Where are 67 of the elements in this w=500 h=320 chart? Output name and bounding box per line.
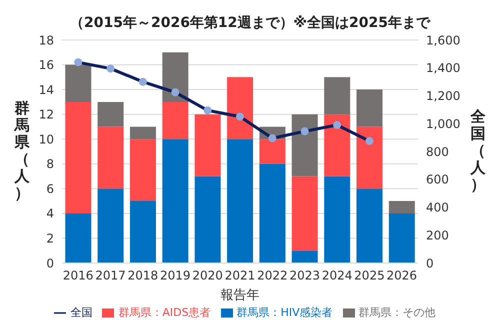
y2-tick-label: 600 <box>426 172 449 187</box>
y-tick-label: 14 <box>38 82 54 97</box>
bar <box>324 176 350 263</box>
bar <box>130 139 156 202</box>
bar <box>388 201 415 214</box>
y2-tick-label: 400 <box>426 200 449 215</box>
y2-tick-label: 1,000 <box>426 116 460 131</box>
legend-label: 群馬県：その他 <box>358 306 436 319</box>
x-tick-label: 2023 <box>289 268 320 283</box>
bar <box>130 201 156 263</box>
x-tick-label: 2016 <box>62 268 94 283</box>
y2-tick-label: 0 <box>426 256 434 270</box>
bar <box>162 139 188 263</box>
legend-label: 群馬県：AIDS患者 <box>118 306 211 319</box>
y2-axis-title: 全国（人） <box>470 108 486 194</box>
legend-label: 全国 <box>70 306 92 319</box>
bar <box>65 102 92 214</box>
bar <box>324 114 350 176</box>
y2-tick-label: 800 <box>426 144 449 159</box>
y-tick-label: 4 <box>46 206 54 221</box>
y2-tick-label: 1,200 <box>426 89 460 104</box>
bar <box>162 52 188 102</box>
bar <box>292 176 318 251</box>
bar <box>65 64 92 102</box>
bar <box>194 176 221 263</box>
bar <box>292 114 318 176</box>
y2-tick-label: 1,600 <box>426 33 460 48</box>
x-tick-label: 2024 <box>322 268 352 283</box>
bar <box>162 102 188 140</box>
bar <box>324 77 350 114</box>
bar <box>194 114 221 176</box>
bar <box>292 250 318 263</box>
bar <box>130 126 156 140</box>
x-tick-label: 2025 <box>354 268 385 283</box>
y-tick-label: 10 <box>38 132 54 146</box>
x-tick-label: 2017 <box>95 268 126 283</box>
chart-title: （2015年～2026年第12週まで）※全国は2025年まで <box>69 14 432 33</box>
bar <box>356 126 383 189</box>
x-tick-label: 2021 <box>224 268 256 283</box>
x-tick-label: 2019 <box>160 268 191 283</box>
y2-tick-label: 1,400 <box>426 61 460 76</box>
bar <box>227 139 254 263</box>
x-axis-title: 報告年 <box>220 288 260 303</box>
bar <box>98 102 124 127</box>
y-axis-title: 群馬県（人） <box>14 99 30 202</box>
bar <box>98 188 124 263</box>
y2-tick-label: 200 <box>426 228 449 242</box>
y-tick-label: 16 <box>38 58 54 72</box>
x-tick-label: 2022 <box>257 268 288 283</box>
y-tick-label: 8 <box>46 157 54 172</box>
x-tick-label: 2018 <box>128 268 158 283</box>
y-tick-label: 18 <box>38 33 54 48</box>
y-tick-label: 0 <box>46 256 54 270</box>
bar <box>259 139 286 164</box>
bar <box>259 164 286 263</box>
legend-label: 群馬県：HIV感染者 <box>236 306 333 319</box>
bar <box>98 126 124 189</box>
y-tick-label: 12 <box>38 108 54 122</box>
bar <box>65 213 92 263</box>
bar <box>356 90 383 127</box>
x-tick-label: 2020 <box>192 268 223 283</box>
x-tick-label: 2026 <box>386 268 418 283</box>
y-tick-label: 2 <box>46 231 54 246</box>
y-tick-label: 6 <box>46 182 54 196</box>
bar <box>227 77 254 140</box>
bar <box>388 213 415 263</box>
bar <box>356 188 383 263</box>
